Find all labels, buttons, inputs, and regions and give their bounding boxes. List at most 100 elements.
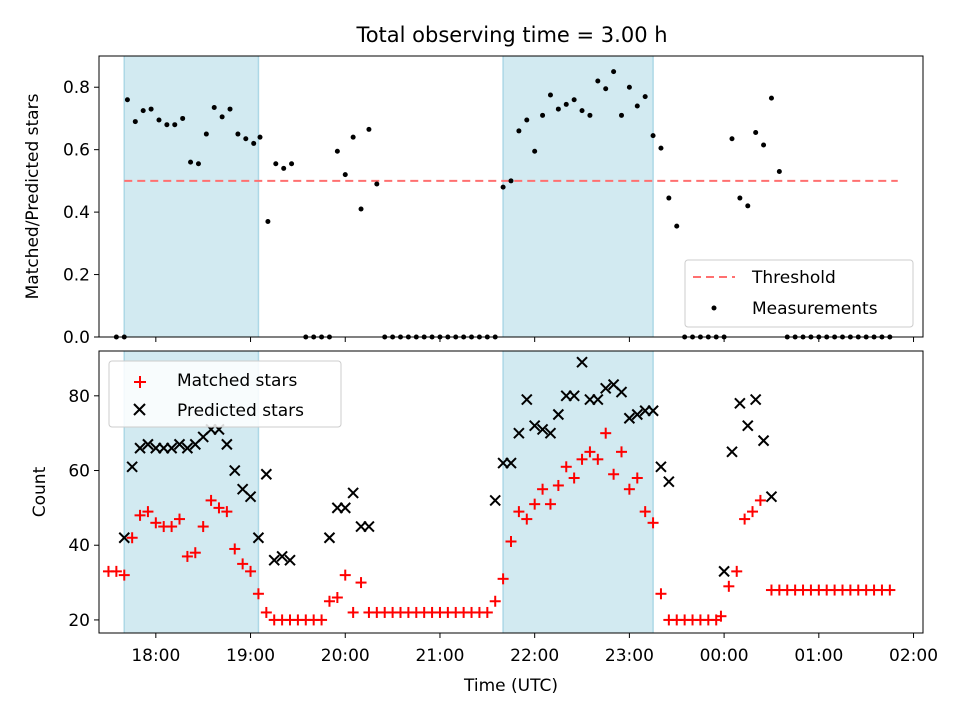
measurement-point (768, 95, 774, 101)
measurement-point (516, 128, 522, 134)
measurement-point (273, 161, 279, 167)
matched-star-point (150, 517, 162, 529)
matched-star-point (723, 580, 735, 592)
measurement-point (358, 206, 364, 212)
matched-star-point (316, 614, 328, 626)
matched-star-point (608, 468, 620, 480)
measurement-point (603, 86, 609, 92)
measurement-point (366, 126, 372, 132)
matched-star-point (181, 550, 193, 562)
measurement-point (729, 136, 735, 142)
predicted-star-point (339, 502, 351, 514)
bottom-y-tick-label: 60 (68, 462, 90, 482)
matched-star-point (347, 606, 359, 618)
matched-legend-label: Matched stars (177, 371, 297, 391)
measurement-point (251, 140, 257, 146)
bottom-panel: 20 40 60 80 18:00 19:00 20:00 21:00 22:00 23:00 0… (30, 350, 938, 696)
top-observing-band (503, 56, 654, 337)
matched-star-point (355, 577, 367, 589)
predicted-star-point (592, 393, 604, 406)
measurement-point (243, 136, 249, 142)
measurement-point (737, 195, 743, 201)
predicted-star-point (623, 412, 636, 424)
matched-star-point (576, 453, 588, 465)
measurement-point (172, 122, 178, 128)
matched-star-point (884, 584, 896, 596)
measurement-point (140, 108, 146, 114)
matched-star-point (205, 494, 217, 506)
predicted-star-point (734, 397, 746, 409)
measurement-point (776, 169, 782, 175)
matched-star-point (623, 483, 635, 495)
measurement-point (626, 84, 632, 90)
matched-star-point (260, 606, 272, 618)
measurement-point (148, 106, 154, 112)
matched-star-point (747, 506, 759, 518)
predicted-star-point (718, 565, 730, 578)
measurement-point (164, 122, 170, 128)
predicted-star-point (118, 532, 130, 544)
top-y-tick-label: 0.4 (63, 203, 90, 223)
top-legend: Threshold Measurements (684, 259, 914, 328)
matched-star-point (754, 494, 766, 506)
measurement-point (618, 112, 624, 118)
x-tick-label: 01:00 (794, 646, 843, 666)
measurement-point (257, 134, 263, 140)
predicted-star-point (576, 356, 588, 368)
measurement-point (156, 117, 162, 123)
predicted-star-point (173, 438, 186, 451)
measurement-point (211, 105, 217, 111)
measurement-point (532, 148, 538, 154)
predicted-star-point (513, 427, 525, 439)
measurement-point (571, 97, 577, 103)
chart-title: Total observing time = 3.00 h (355, 23, 667, 47)
matched-star-point (739, 513, 751, 525)
matched-star-point (537, 483, 549, 495)
predicted-star-point (142, 438, 154, 451)
predicted-star-point (663, 476, 675, 488)
measurement-point (203, 131, 209, 137)
matched-star-point (615, 446, 627, 458)
matched-star-point (505, 535, 517, 547)
measurement-point (500, 184, 506, 190)
measurement-point (555, 106, 561, 112)
measurement-point (658, 145, 664, 151)
matched-star-point (600, 427, 612, 439)
measurement-point (674, 223, 680, 229)
matched-star-point (552, 479, 564, 491)
matched-star-point (631, 472, 643, 484)
measurement-point (219, 114, 225, 120)
measurement-point (334, 148, 340, 154)
measurement-point (650, 133, 656, 139)
matched-star-point (166, 521, 178, 533)
x-tick-label: 22:00 (510, 646, 559, 666)
predicted-star-point (244, 490, 257, 503)
predicted-star-point (505, 457, 517, 469)
measurement-point (508, 178, 514, 184)
matched-star-point (568, 472, 580, 484)
top-observing-band (124, 56, 259, 337)
predicted-star-point (126, 461, 138, 473)
measurement-point (745, 203, 751, 209)
matched-star-point (481, 606, 493, 618)
predicted-star-point (276, 550, 288, 563)
matched-star-point (647, 517, 659, 529)
measurement-point (524, 117, 530, 123)
x-tick-label: 18:00 (131, 646, 180, 666)
matched-star-point (245, 565, 257, 577)
matched-star-point (655, 588, 667, 600)
measurements-legend-swatch (711, 305, 717, 311)
bottom-observing-band (503, 351, 654, 633)
predicted-star-point (528, 419, 541, 432)
predicted-star-point (552, 408, 565, 421)
measurement-point (124, 97, 130, 103)
predicted-star-point (655, 461, 667, 473)
matched-star-point (529, 498, 541, 510)
measurement-point (579, 108, 585, 114)
predicted-star-point (544, 427, 557, 439)
measurement-point (350, 134, 356, 140)
predicted-star-point (757, 434, 770, 447)
predicted-star-point (615, 386, 628, 398)
measurement-point (180, 115, 186, 121)
matched-star-point (639, 506, 651, 518)
